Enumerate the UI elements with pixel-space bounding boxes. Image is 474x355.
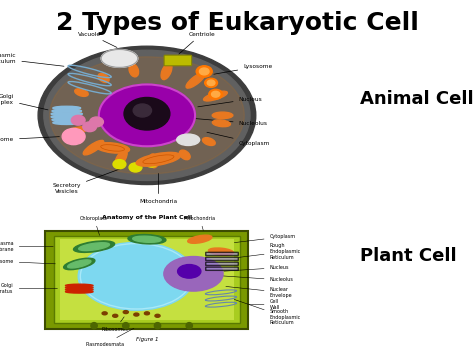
Text: Plant Cell: Plant Cell [360,247,457,264]
Text: Animal Cell: Animal Cell [360,91,474,108]
Text: 2 Types of Eukaryotic Cell: 2 Types of Eukaryotic Cell [55,11,419,35]
